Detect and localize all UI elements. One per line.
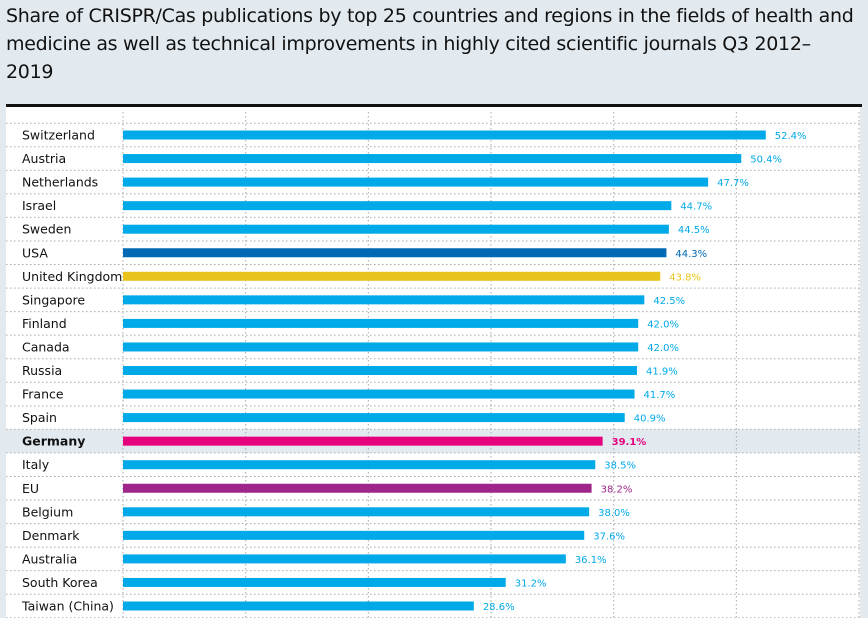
value-label: 50.4% — [750, 155, 782, 166]
value-label: 28.6% — [483, 602, 515, 613]
category-label: Singapore — [22, 292, 85, 307]
value-label: 42.5% — [653, 296, 685, 307]
category-label: Canada — [22, 339, 70, 354]
category-label: Australia — [22, 551, 77, 566]
category-label: United Kingdom — [22, 269, 122, 284]
category-label: France — [22, 387, 64, 402]
category-label: EU — [22, 481, 39, 496]
value-label: 41.9% — [646, 367, 678, 378]
bar — [123, 601, 474, 611]
bar — [123, 460, 596, 470]
bar — [123, 554, 566, 564]
value-label: 42.0% — [647, 319, 679, 330]
bar — [123, 248, 667, 258]
bar — [123, 577, 506, 587]
value-label: 36.1% — [575, 555, 607, 566]
category-label: Italy — [22, 457, 50, 472]
value-label: 52.4% — [775, 131, 807, 142]
bar — [123, 271, 661, 281]
bar — [123, 483, 592, 493]
value-label: 42.0% — [647, 343, 679, 354]
category-label: USA — [22, 245, 48, 260]
category-label: Netherlands — [22, 175, 98, 190]
title-rule — [6, 104, 862, 107]
bar — [123, 507, 590, 517]
chart-title: Share of CRISPR/Cas publications by top … — [6, 5, 854, 83]
category-label: Finland — [22, 316, 67, 331]
value-label: 41.7% — [644, 390, 676, 401]
value-label: 37.6% — [593, 531, 625, 542]
category-label: Spain — [22, 410, 57, 425]
category-label: Belgium — [22, 504, 73, 519]
category-label: Denmark — [22, 528, 80, 543]
bar — [123, 318, 639, 328]
category-label: Russia — [22, 363, 62, 378]
bar — [123, 342, 639, 352]
value-label: 44.7% — [680, 202, 712, 213]
value-label: 43.8% — [669, 272, 701, 283]
category-label: Taiwan (China) — [21, 599, 114, 614]
bar — [123, 413, 625, 423]
category-label: South Korea — [22, 575, 98, 590]
value-label: 44.3% — [675, 249, 707, 260]
bar — [123, 224, 669, 234]
category-label: Switzerland — [22, 128, 95, 143]
value-label: 38.2% — [601, 484, 633, 495]
bar — [123, 201, 672, 211]
bar — [123, 366, 637, 375]
category-label: Germany — [22, 434, 85, 449]
bar — [123, 130, 766, 140]
bar — [123, 154, 742, 164]
value-label: 47.7% — [717, 178, 749, 189]
bar — [123, 389, 635, 399]
value-label: 39.1% — [612, 437, 647, 448]
value-label: 40.9% — [634, 414, 666, 425]
value-label: 31.2% — [515, 578, 547, 589]
category-label: Sweden — [22, 222, 71, 237]
bar — [123, 295, 645, 305]
bar — [123, 436, 603, 446]
bar — [123, 177, 709, 187]
value-label: 38.5% — [604, 461, 636, 472]
category-label: Austria — [22, 151, 66, 166]
category-label: Israel — [22, 198, 56, 213]
bar — [123, 530, 585, 540]
value-label: 38.0% — [598, 508, 630, 519]
value-label: 44.5% — [678, 225, 710, 236]
